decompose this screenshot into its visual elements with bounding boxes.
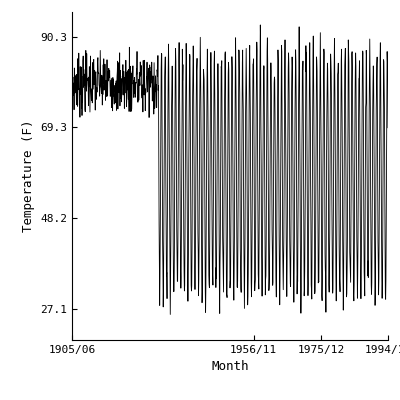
X-axis label: Month: Month (211, 360, 249, 374)
Y-axis label: Temperature (F): Temperature (F) (22, 120, 34, 232)
